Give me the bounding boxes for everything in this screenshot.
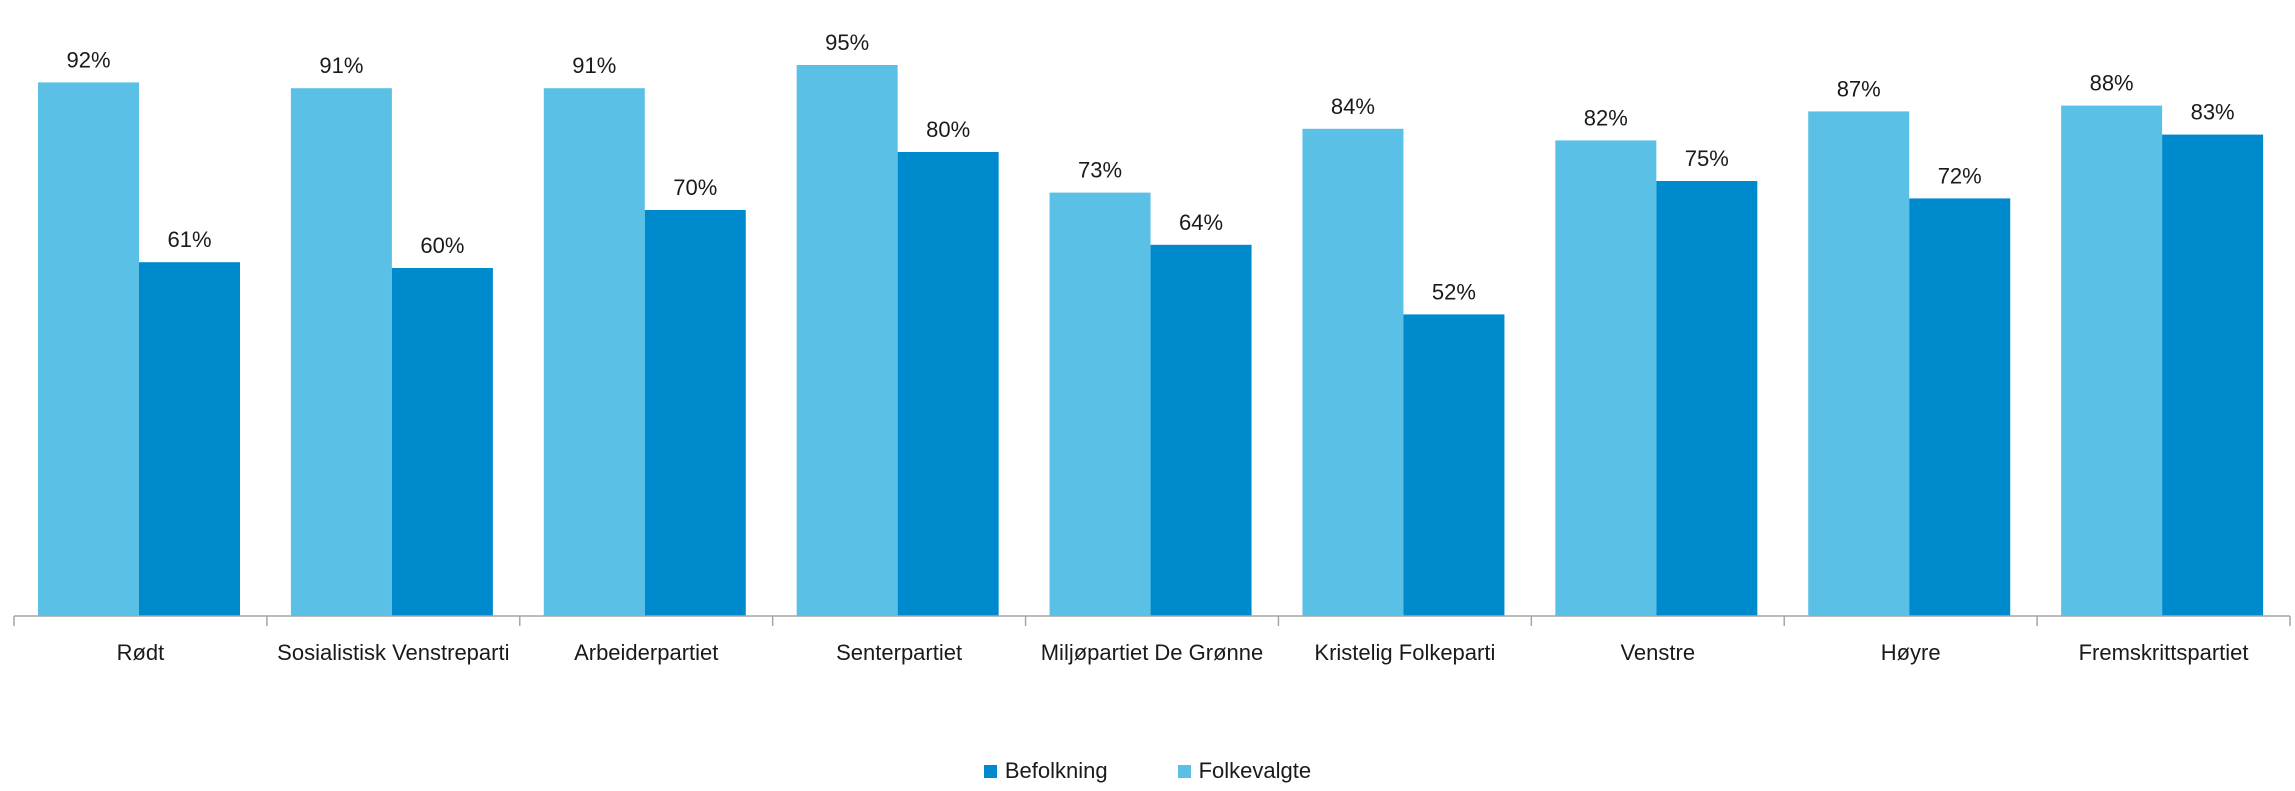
bar-folkevalgte-arbeiderpartiet	[543, 88, 645, 616]
legend-label-folkevalgte: Folkevalgte	[1198, 758, 1312, 783]
value-label-befolkning-rdt: 61%	[167, 227, 211, 252]
value-label-folkevalgte-arbeiderpartiet: 91%	[572, 53, 616, 78]
value-label-befolkning-hyre: 72%	[1938, 163, 1982, 188]
bar-befolkning-rdt	[139, 262, 240, 616]
value-label-folkevalgte-miljpartiet-de-grnne: 73%	[1078, 158, 1122, 183]
value-label-folkevalgte-venstre: 82%	[1584, 105, 1628, 130]
bars-group	[38, 65, 2264, 617]
legend-item-folkevalgte: Folkevalgte	[1177, 758, 1312, 784]
bar-folkevalgte-rdt	[38, 82, 139, 616]
bar-folkevalgte-venstre	[1555, 140, 1657, 616]
tick-label-hyre: Høyre	[1881, 640, 1941, 665]
value-label-befolkning-fremskrittspartiet: 83%	[2191, 100, 2235, 125]
legend-swatch-folkevalgte	[1177, 764, 1191, 778]
tick-label-sosialistisk-venstreparti: Sosialistisk Venstreparti	[277, 640, 509, 665]
value-label-folkevalgte-rdt: 92%	[66, 47, 110, 72]
x-axis: Rødt Sosialistisk Venstreparti Arbeiderpar…	[13, 615, 2291, 665]
bar-folkevalgte-miljpartiet-de-grnne	[1049, 192, 1151, 616]
legend-item-befolkning: Befolkning	[983, 758, 1108, 784]
bar-befolkning-venstre	[1656, 181, 1758, 616]
bar-folkevalgte-hyre	[1808, 111, 1910, 617]
value-label-befolkning-sosialistisk-venstreparti: 60%	[420, 233, 464, 258]
tick-label-kristelig-folkeparti: Kristelig Folkeparti	[1314, 640, 1495, 665]
value-label-folkevalgte-kristelig-folkeparti: 84%	[1331, 94, 1375, 119]
bar-befolkning-fremskrittspartiet	[2162, 134, 2264, 616]
bar-folkevalgte-senterpartiet	[796, 65, 898, 616]
value-label-befolkning-senterpartiet: 80%	[926, 117, 970, 142]
tick-label-venstre: Venstre	[1620, 640, 1695, 665]
tick-label-senterpartiet: Senterpartiet	[836, 640, 962, 665]
value-label-befolkning-miljpartiet-de-grnne: 64%	[1179, 210, 1223, 235]
bar-folkevalgte-sosialistisk-venstreparti	[290, 88, 392, 616]
tick-label-fremskrittspartiet: Fremskrittspartiet	[2079, 640, 2249, 665]
value-label-befolkning-arbeiderpartiet: 70%	[673, 175, 717, 200]
bar-folkevalgte-fremskrittspartiet	[2061, 105, 2163, 616]
tick-label-arbeiderpartiet: Arbeiderpartiet	[574, 640, 718, 665]
value-label-befolkning-kristelig-folkeparti: 52%	[1432, 279, 1476, 304]
bar-befolkning-sosialistisk-venstreparti	[391, 268, 493, 616]
value-label-folkevalgte-sosialistisk-venstreparti: 91%	[319, 53, 363, 78]
bar-befolkning-kristelig-folkeparti	[1403, 314, 1505, 616]
value-label-folkevalgte-fremskrittspartiet: 88%	[2090, 71, 2134, 96]
legend: Befolkning Folkevalgte	[0, 758, 2295, 784]
legend-swatch-befolkning	[983, 764, 997, 778]
value-label-befolkning-venstre: 75%	[1685, 146, 1729, 171]
value-label-folkevalgte-hyre: 87%	[1837, 76, 1881, 101]
bar-folkevalgte-kristelig-folkeparti	[1302, 128, 1404, 617]
value-labels-group: 92% 61% 91% 60% 91% 70% 95% 80% 73% 64% 84% 52% 82% 7…	[66, 30, 2234, 304]
bar-befolkning-miljpartiet-de-grnne	[1150, 244, 1252, 617]
value-label-folkevalgte-senterpartiet: 95%	[825, 30, 869, 55]
bar-befolkning-hyre	[1909, 198, 2011, 616]
bar-befolkning-senterpartiet	[897, 152, 999, 616]
legend-label-befolkning: Befolkning	[1004, 758, 1108, 783]
tick-label-rdt: Rødt	[117, 640, 165, 665]
tick-label-miljpartiet-de-grnne: Miljøpartiet De Grønne	[1041, 640, 1264, 665]
bar-befolkning-arbeiderpartiet	[644, 210, 746, 616]
